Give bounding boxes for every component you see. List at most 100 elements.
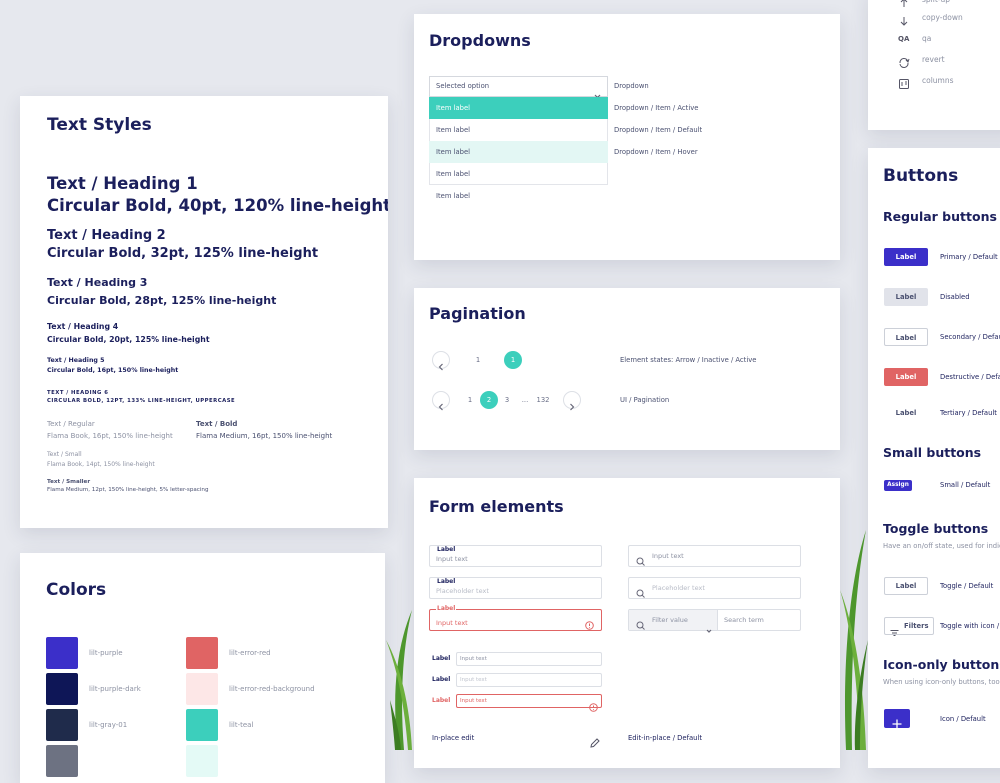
heading-spec: Circular Bold, 16pt, 150% line-height — [47, 367, 179, 374]
color-swatch — [46, 637, 78, 669]
icon-list-card: split-up copy-down qa QA revert columns — [868, 0, 1000, 130]
inline-input: Input text — [456, 694, 602, 712]
icon-svg — [900, 0, 908, 7]
icon-label: columns — [922, 76, 954, 85]
filter-select: Filter value — [629, 610, 718, 633]
card-title: Dropdowns — [429, 31, 531, 50]
card-title: Colors — [46, 580, 107, 600]
icon-button — [884, 709, 910, 728]
icon-label: copy-down — [922, 13, 963, 22]
card-title: Buttons — [883, 166, 959, 186]
button: Label — [884, 328, 928, 346]
dropdown-note: Dropdown / Item / Hover — [614, 148, 698, 156]
body-name: Text / Smaller — [47, 479, 91, 485]
page-number: ... — [521, 396, 529, 404]
section-title: Small buttons — [883, 445, 982, 460]
item-label: Item label — [436, 104, 471, 112]
input-field: Label Input text — [429, 605, 602, 634]
search-field: Placeholder text — [628, 577, 801, 599]
button-note: Secondary / Default — [940, 333, 1000, 341]
inline-input: Input text — [456, 673, 602, 687]
filter-search: Search term — [724, 616, 764, 624]
color-name: lilt-teal — [229, 721, 254, 729]
body-spec: Flama Medium, 16pt, 150% line-height — [196, 432, 333, 440]
icon — [898, 0, 910, 13]
section-title: Icon-only buttons — [883, 657, 1000, 672]
button-note: Toggle with icon / Default — [940, 622, 1000, 630]
input-text: Input text — [436, 619, 468, 627]
card-title: Text Styles — [47, 115, 152, 135]
pagination-card: Pagination 1 1 Element states: Arrow / Inac… — [414, 288, 840, 450]
heading-name: Text / Heading 1 — [47, 174, 198, 193]
button-note: Small / Default — [940, 481, 991, 489]
heading-name: Text / Heading 5 — [47, 357, 105, 364]
input-field: Label Input text — [429, 545, 602, 567]
colors-card: Colors lilt-purple lilt-error-red lilt-purp… — [20, 553, 385, 783]
input-text: Input text — [436, 555, 468, 563]
plant — [386, 530, 868, 750]
inline-label: Label — [432, 676, 451, 683]
icon-label: split-up — [922, 0, 950, 6]
heading-spec: Circular Bold, 40pt, 120% line-height — [47, 196, 388, 215]
page-arrow — [563, 391, 581, 411]
heading-name: Text / Heading 3 — [47, 276, 148, 289]
color-name: lilt-purple — [89, 649, 123, 657]
select-box: Selected option — [429, 76, 608, 99]
input-field: Label Placeholder text — [429, 577, 602, 599]
button-note: Tertiary / Default — [940, 409, 997, 417]
qa-icon: QA — [898, 35, 910, 43]
search-text: Input text — [652, 552, 684, 560]
filter-field: Filter value Search term — [628, 609, 801, 633]
page-arrow — [432, 351, 450, 371]
inline-label: Label — [432, 697, 451, 704]
button-note: Toggle / Default — [940, 582, 994, 590]
heading-sample: TEXT / HEADING 6 CIRCULAR BOLD, 12PT, 133… — [47, 389, 235, 405]
toggle-button: Label — [884, 577, 928, 595]
body-name: Text / Small — [47, 451, 82, 458]
item-label: Item label — [436, 192, 471, 200]
body-spec: Flama Book, 16pt, 150% line-height — [47, 432, 173, 440]
page-number: 1 — [467, 396, 473, 404]
color-swatch — [186, 637, 218, 669]
pencil-icon — [590, 733, 600, 752]
icon-svg — [900, 17, 908, 26]
button: Label — [884, 248, 928, 266]
body-name: Text / Bold — [196, 420, 238, 428]
input-label: Label — [436, 578, 457, 586]
card-title: Form elements — [429, 497, 564, 516]
page: split-up copy-down qa QA revert columns Text … — [20, 0, 1000, 783]
heading-sample: Text / Heading 5 Circular Bold, 16pt, 150… — [47, 356, 178, 376]
inplace-note: Edit-in-place / Default — [628, 734, 702, 742]
arrow-icon-svg — [570, 403, 575, 411]
filter-value: Filter value — [652, 616, 688, 624]
icon-label: qa — [922, 34, 932, 43]
input-label: Label — [436, 546, 457, 554]
search-icon-svg — [636, 621, 645, 630]
filter-icon-svg — [890, 630, 899, 636]
body-spec: Flama Medium, 12pt, 150% line-height, 5%… — [47, 487, 209, 493]
error-icon — [585, 615, 594, 634]
search-icon-svg — [636, 557, 645, 566]
arrow-icon — [438, 396, 444, 415]
color-name: lilt-error-red-background — [229, 685, 315, 693]
pencil-icon-svg — [590, 738, 600, 748]
color-swatch — [46, 673, 78, 705]
card-title: Pagination — [429, 304, 526, 323]
heading-sample: Text / Heading 3 Circular Bold, 28pt, 125… — [47, 274, 276, 310]
color-name: lilt-gray-01 — [89, 721, 128, 729]
section-desc: Have an on/off state, used for indicatin… — [883, 542, 1000, 550]
inline-text: Input text — [460, 656, 487, 662]
button-note: Primary / Default — [940, 253, 998, 261]
item-label: Item label — [436, 148, 471, 156]
dropdown-note: Dropdown — [614, 82, 649, 90]
dropdown-item: Item label — [429, 185, 608, 207]
heading-spec: Circular Bold, 20pt, 125% line-height — [47, 335, 210, 344]
inline-text: Input text — [460, 677, 487, 683]
leaves — [386, 530, 868, 750]
item-label: Item label — [436, 170, 471, 178]
heading-spec: Circular Bold, 32pt, 125% line-height — [47, 246, 319, 261]
arrow-icon — [438, 356, 444, 375]
color-name: lilt-error-red — [229, 649, 271, 657]
arrow-icon-svg — [438, 403, 443, 411]
heading-sample: Text / Heading 2 Circular Bold, 32pt, 125… — [47, 227, 318, 263]
